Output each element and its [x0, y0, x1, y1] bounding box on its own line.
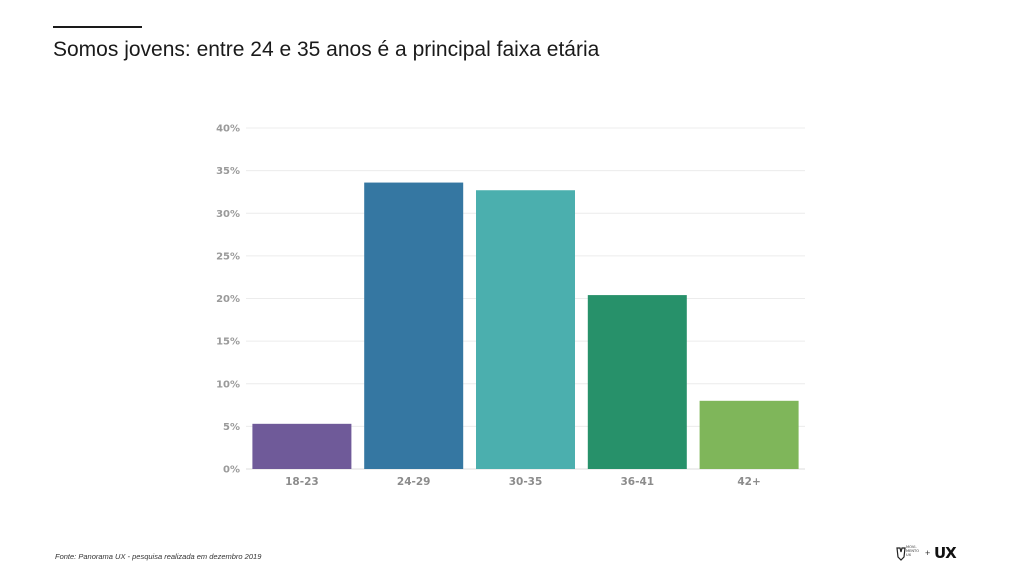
bar-24-29	[364, 182, 464, 469]
y-tick-label: 35%	[216, 166, 240, 177]
title-rule	[53, 26, 142, 28]
movimento-ux-logo-text: MOVI- MENTO UX	[906, 545, 920, 557]
bar-42+	[699, 400, 799, 469]
y-tick-label: 0%	[223, 465, 240, 476]
footer-logos: MOVI- MENTO UX + UX	[896, 543, 958, 565]
y-tick-label: 25%	[216, 251, 240, 262]
x-category-label: 30-35	[509, 476, 543, 488]
movimento-ux-logo	[896, 547, 906, 561]
y-tick-label: 30%	[216, 209, 240, 220]
bar-30-35	[476, 190, 575, 470]
x-category-label: 24-29	[397, 476, 431, 488]
logo-plus-sign: +	[925, 548, 931, 558]
x-category-label: 36-41	[621, 476, 655, 488]
source-note: Fonte: Panorama UX - pesquisa realizada …	[55, 552, 262, 561]
y-tick-label: 40%	[216, 124, 240, 135]
y-tick-label: 5%	[223, 422, 240, 433]
slide-title: Somos jovens: entre 24 e 35 anos é a pri…	[53, 38, 600, 61]
x-category-label: 18-23	[285, 476, 319, 488]
y-tick-label: 20%	[216, 294, 240, 305]
y-tick-label: 10%	[216, 379, 240, 390]
ux-logo: UX	[934, 544, 957, 562]
bar-36-41	[587, 295, 687, 469]
y-tick-label: 15%	[216, 337, 240, 348]
bar-18-23	[252, 423, 352, 469]
x-category-label: 42+	[737, 476, 760, 488]
